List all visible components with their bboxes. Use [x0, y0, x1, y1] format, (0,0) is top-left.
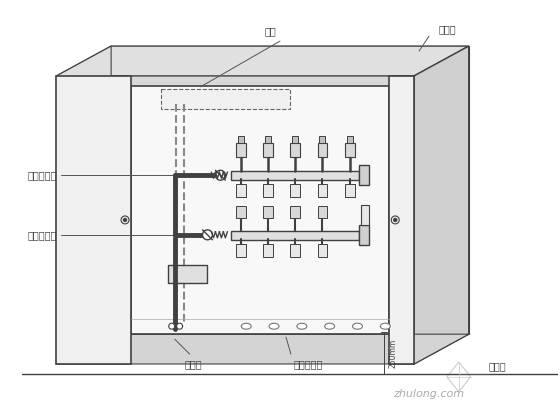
Text: 250mm: 250mm — [388, 339, 397, 368]
Bar — [291, 184, 300, 197]
Polygon shape — [414, 46, 469, 364]
Text: 地平面: 地平面 — [489, 361, 506, 371]
Bar — [131, 86, 389, 334]
Polygon shape — [57, 46, 111, 364]
Bar — [318, 206, 328, 218]
Ellipse shape — [269, 323, 279, 329]
Ellipse shape — [352, 323, 362, 329]
Bar — [360, 165, 370, 185]
Bar — [291, 244, 300, 257]
Bar — [238, 136, 244, 144]
Bar — [360, 225, 370, 245]
Ellipse shape — [241, 323, 251, 329]
Circle shape — [169, 323, 175, 329]
Bar — [236, 184, 246, 197]
Ellipse shape — [380, 323, 390, 329]
Bar — [236, 244, 246, 257]
Polygon shape — [389, 76, 414, 364]
Bar — [320, 136, 325, 144]
Circle shape — [177, 323, 183, 329]
Bar — [263, 184, 273, 197]
Bar — [236, 144, 246, 158]
Bar — [347, 136, 352, 144]
Ellipse shape — [297, 323, 307, 329]
Text: 主管孔: 主管孔 — [185, 359, 202, 369]
Text: 采暖供水管: 采暖供水管 — [27, 230, 57, 240]
Text: 分水箱: 分水箱 — [439, 24, 456, 34]
Circle shape — [203, 230, 212, 240]
Bar — [168, 265, 208, 283]
Bar — [318, 184, 328, 197]
Bar — [318, 144, 328, 158]
Bar — [344, 184, 354, 197]
Bar — [291, 206, 300, 218]
Bar — [161, 89, 290, 109]
Bar — [263, 206, 273, 218]
Bar — [292, 136, 298, 144]
Text: 线盒: 线盒 — [264, 26, 276, 36]
Polygon shape — [57, 76, 131, 364]
Circle shape — [216, 170, 225, 180]
Bar — [361, 205, 370, 225]
Bar — [265, 136, 271, 144]
Bar — [231, 171, 360, 180]
Text: zhulong.com: zhulong.com — [394, 389, 465, 399]
Bar — [291, 144, 300, 158]
Circle shape — [394, 218, 396, 221]
Polygon shape — [111, 46, 469, 334]
Text: 地暖盘管孔: 地暖盘管孔 — [294, 359, 323, 369]
Text: 采暖回水管: 采暖回水管 — [27, 170, 57, 180]
Bar — [236, 206, 246, 218]
Bar — [263, 144, 273, 158]
Bar — [231, 231, 360, 240]
Circle shape — [124, 218, 127, 221]
Bar — [263, 244, 273, 257]
Polygon shape — [57, 46, 469, 76]
Bar — [318, 244, 328, 257]
Polygon shape — [57, 334, 469, 364]
Bar — [344, 144, 354, 158]
Ellipse shape — [325, 323, 335, 329]
